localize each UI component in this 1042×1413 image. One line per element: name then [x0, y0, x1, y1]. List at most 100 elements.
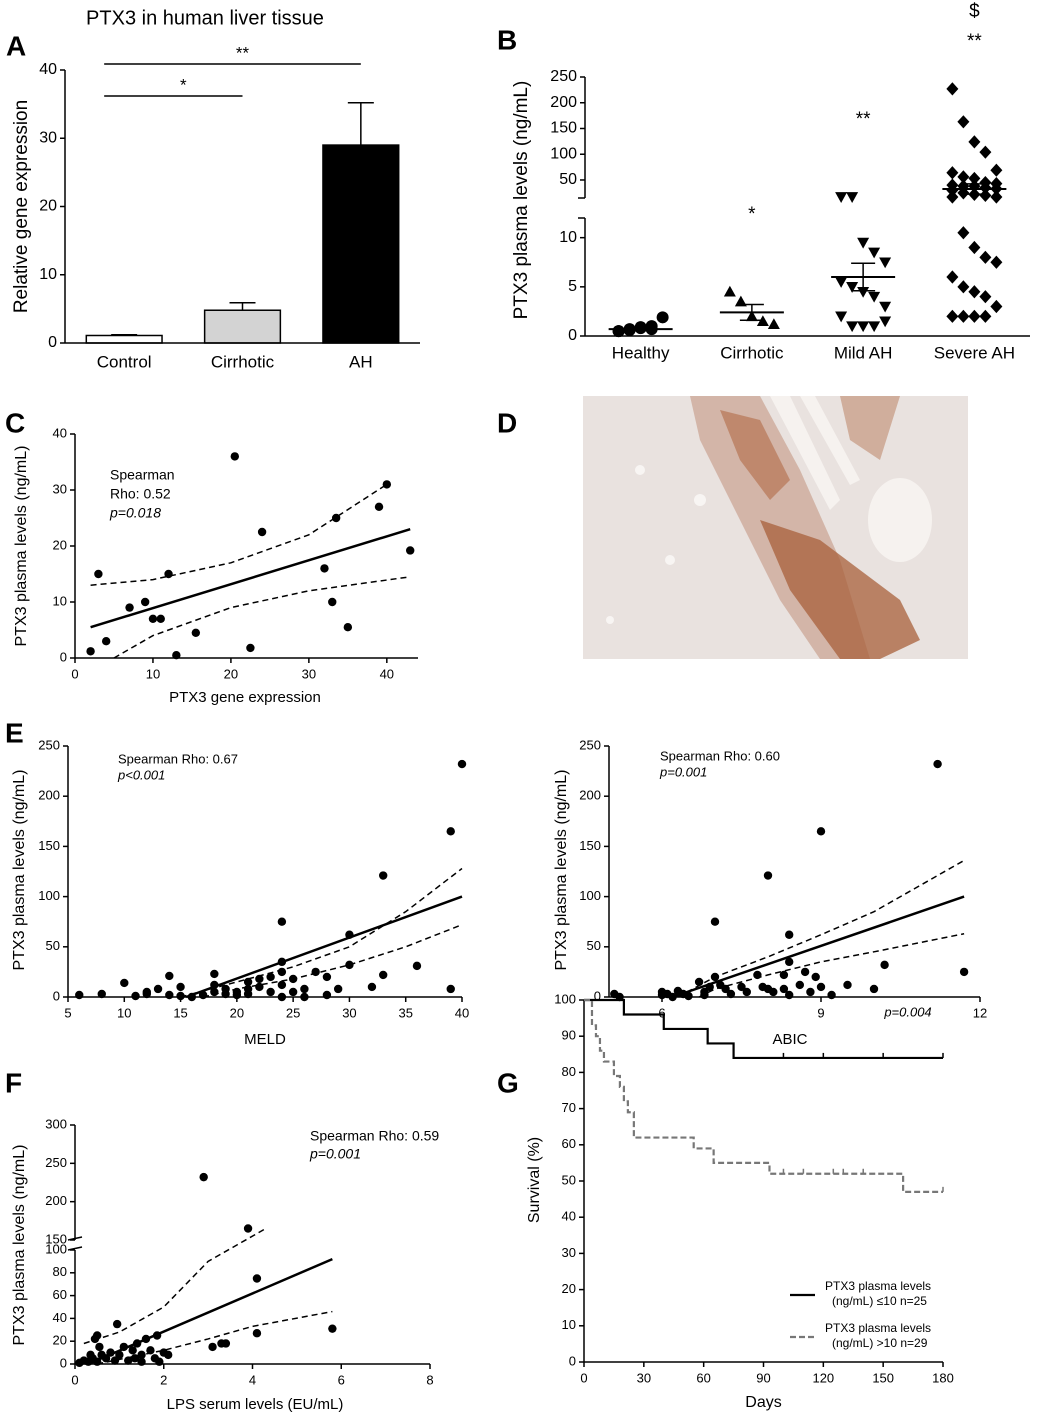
point [990, 163, 1003, 177]
x-tick-label: Severe AH [934, 343, 1015, 362]
point [968, 285, 981, 299]
point [846, 321, 859, 333]
point [322, 990, 332, 1000]
y-tick-label: 250 [550, 68, 577, 85]
y-tick-label: 0 [594, 988, 601, 1003]
point [86, 647, 95, 656]
point [243, 989, 253, 999]
x-tick-label: 40 [455, 1005, 469, 1020]
point [726, 989, 736, 999]
panel-letter: C [5, 407, 25, 438]
point [857, 286, 870, 298]
point [957, 280, 970, 294]
y-tick-label: 0 [48, 334, 57, 351]
point [795, 980, 804, 990]
fit-line [90, 528, 411, 629]
point [137, 1357, 146, 1366]
point [816, 827, 826, 836]
stat-annotation: Spearman Rho: 0.59 [310, 1128, 439, 1144]
chart-title: PTX3 in human liver tissue [86, 7, 324, 29]
y-tick-label: 0 [569, 1353, 576, 1368]
vacuole [665, 555, 675, 565]
legend-label: PTX3 plasma levels (ng/mL) ≤10 n=25 [825, 1279, 934, 1308]
point [131, 991, 140, 1001]
vacuole [635, 465, 645, 475]
significance-label: ** [856, 109, 871, 130]
point [208, 1342, 217, 1352]
vessel [800, 396, 860, 485]
point [990, 255, 1003, 269]
point [857, 237, 870, 249]
y-tick-label: 5 [568, 278, 577, 295]
point [827, 990, 836, 1000]
x-tick-label: 0 [71, 1372, 78, 1387]
confidence-band [90, 483, 388, 586]
y-tick-label: 0 [53, 988, 60, 1003]
y-tick-label: 200 [550, 94, 577, 111]
point [210, 969, 219, 979]
point [816, 982, 826, 992]
point [406, 546, 415, 555]
x-tick-label: 9 [817, 1005, 824, 1020]
x-tick-label: 30 [637, 1370, 651, 1385]
y-tick-label: 150 [550, 120, 577, 137]
x-tick-label: 20 [224, 666, 238, 681]
y-axis-label: PTX3 plasma levels (ng/mL) [13, 446, 30, 647]
y-tick-label: 10 [53, 593, 67, 608]
x-tick-label: Healthy [612, 343, 670, 362]
point [737, 982, 746, 992]
confidence-band [97, 1310, 333, 1365]
point [968, 135, 981, 149]
point [146, 1346, 155, 1355]
confidence-band [180, 867, 463, 998]
x-axis-label: PTX3 gene expression [169, 689, 321, 706]
stat-annotation: Spearman Rho: 0.60 [660, 748, 780, 763]
point [266, 987, 275, 997]
point [957, 309, 970, 323]
point [94, 569, 103, 579]
point [277, 992, 287, 1002]
point [979, 290, 992, 304]
point [142, 989, 151, 999]
point [140, 597, 150, 607]
panel-letter: E [5, 717, 24, 748]
bar [322, 144, 400, 344]
point [333, 984, 343, 994]
point [785, 957, 794, 967]
vessel [868, 478, 932, 562]
point [880, 960, 889, 970]
point [968, 309, 981, 323]
y-tick-label: 100 [554, 991, 576, 1006]
point [199, 1172, 208, 1182]
point [246, 643, 255, 653]
panel-letter: A [6, 30, 26, 61]
confidence-band [113, 576, 411, 659]
point [457, 759, 467, 769]
y-tick-label: 50 [559, 171, 577, 188]
significance-label: ** [967, 31, 982, 52]
x-tick-label: 40 [380, 666, 394, 681]
point [110, 1356, 120, 1365]
x-tick-label: AH [349, 352, 373, 371]
point [255, 974, 264, 984]
point [734, 295, 747, 307]
confidence-band [202, 924, 463, 998]
stat-annotation: p=0.018 [109, 505, 161, 521]
point [446, 827, 455, 836]
point [811, 972, 820, 982]
x-tick-label: 4 [249, 1372, 256, 1387]
y-tick-label: 10 [562, 1317, 576, 1332]
point [252, 1329, 262, 1338]
fit-line [87, 1257, 333, 1366]
y-tick-label: 40 [53, 1310, 67, 1325]
y-tick-label: 30 [39, 129, 57, 146]
x-axis-label: ABIC [772, 1031, 807, 1048]
y-tick-label: 0 [60, 1355, 67, 1370]
y-tick-label: 100 [45, 1241, 67, 1256]
y-axis-label: PTX3 plasma levels (ng/mL) [11, 770, 28, 971]
point [957, 170, 970, 184]
panel-letter: B [497, 24, 517, 55]
y-tick-label: 300 [45, 1116, 67, 1131]
x-axis-label: LPS serum levels (EU/mL) [167, 1396, 344, 1413]
point [300, 984, 309, 994]
